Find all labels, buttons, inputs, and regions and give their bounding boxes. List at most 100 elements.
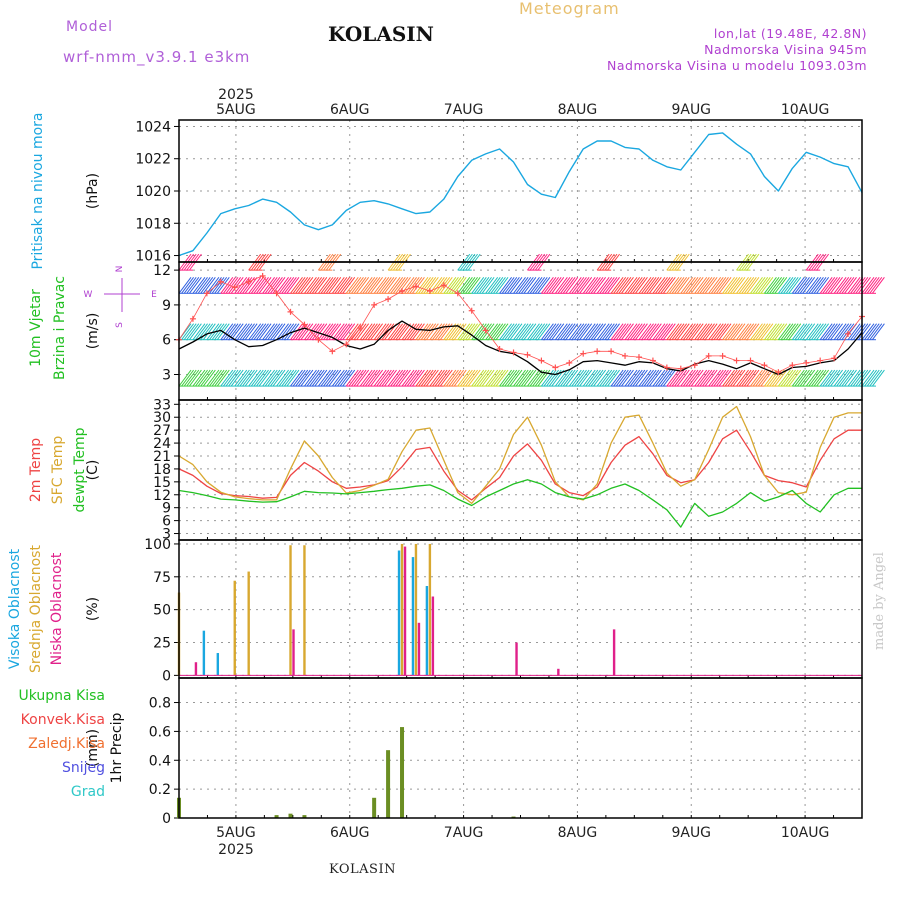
wind-barb-stroke bbox=[406, 323, 420, 340]
wind-barb-stroke bbox=[641, 277, 654, 294]
wind-barb-stroke bbox=[300, 277, 314, 294]
wind-barb-stroke bbox=[390, 369, 404, 387]
cloud-bar-srednja-oblacnost bbox=[233, 580, 236, 676]
wind-barb-stroke bbox=[225, 323, 239, 340]
wind-barb-stroke bbox=[270, 323, 283, 340]
wind-barb-stroke bbox=[406, 277, 420, 294]
wind-barb-stroke bbox=[495, 323, 509, 340]
wind-barb-stroke bbox=[766, 323, 780, 340]
wind-barb-stroke bbox=[317, 323, 331, 340]
wind-barb-stroke bbox=[290, 277, 303, 294]
wind-barb-stroke bbox=[811, 323, 824, 340]
wind-barb-stroke bbox=[181, 277, 195, 294]
wind-barb-stroke bbox=[453, 369, 467, 387]
wind-barb-stroke bbox=[311, 323, 325, 340]
wind-barb-stroke bbox=[562, 323, 576, 340]
wind-barb-stroke bbox=[339, 277, 353, 294]
wind-barb-stroke bbox=[652, 277, 666, 294]
wind-barb-stroke bbox=[866, 323, 880, 340]
compass-e-label: E bbox=[151, 290, 157, 300]
wind-barb-stroke bbox=[281, 323, 295, 340]
wind-barb-stroke bbox=[646, 369, 660, 387]
wind-barb-stroke bbox=[599, 369, 613, 387]
wind-barb-stroke bbox=[384, 369, 397, 387]
wind-barb-stroke bbox=[378, 277, 392, 294]
wind-barb-stroke bbox=[816, 369, 830, 387]
wind-barb-stroke bbox=[554, 277, 568, 294]
wind-barb-stroke bbox=[858, 323, 871, 340]
wind-barb-stroke bbox=[576, 277, 590, 294]
wind-barb-stroke bbox=[629, 323, 643, 340]
wind-barb-stroke bbox=[481, 323, 495, 340]
wind-barb-stroke bbox=[283, 277, 297, 294]
wind-barb-stroke bbox=[708, 323, 722, 340]
wind-barb-stroke bbox=[850, 369, 864, 387]
wind-barb-stroke bbox=[557, 277, 571, 294]
wind-barb-stroke bbox=[228, 369, 242, 387]
wind-barb-stroke bbox=[794, 369, 808, 387]
wind-barb-stroke bbox=[448, 369, 462, 387]
y-tick-label-temperature: 15 bbox=[153, 475, 171, 491]
wind-barb-stroke bbox=[643, 277, 657, 294]
wind-barb-stroke bbox=[629, 369, 643, 387]
x-tick-label-top: 5AUG bbox=[216, 102, 256, 118]
wind-barb-stroke bbox=[852, 323, 866, 340]
wind-barb-stroke bbox=[378, 369, 392, 387]
wind-barb-stroke bbox=[429, 323, 443, 340]
wind-barb-stroke bbox=[356, 277, 370, 294]
wind-barb-stroke bbox=[783, 277, 796, 294]
wind-barb-stroke bbox=[764, 323, 777, 340]
x-tick-label-bottom: 10AUG bbox=[781, 825, 830, 841]
wind-barb-stroke bbox=[392, 369, 406, 387]
wind-barb-stroke bbox=[195, 323, 208, 340]
wind-barb-stroke bbox=[520, 369, 534, 387]
wind-barb-stroke bbox=[710, 369, 724, 387]
wind-barb-stroke bbox=[646, 323, 660, 340]
series-line-temperature-dewpt-temp bbox=[178, 479, 862, 528]
precip-bar bbox=[386, 750, 391, 818]
wind-barb-stroke bbox=[236, 369, 250, 387]
wind-barb-stroke bbox=[220, 277, 234, 294]
wind-barb-stroke bbox=[757, 369, 771, 387]
wind-barb-stroke bbox=[722, 277, 736, 294]
wind-barb-stroke bbox=[648, 323, 662, 340]
wind-barb-stroke bbox=[209, 277, 222, 294]
wind-barb-stroke bbox=[774, 369, 788, 387]
wind-barb-stroke bbox=[551, 277, 565, 294]
wind-barb-stroke bbox=[223, 323, 236, 340]
wind-barb-stroke bbox=[434, 369, 448, 387]
wind-barb-stroke bbox=[467, 369, 481, 387]
wind-barb-stroke bbox=[710, 323, 724, 340]
wind-barb-stroke bbox=[256, 277, 269, 294]
wind-barb-stroke bbox=[624, 369, 638, 387]
wind-barb-stroke bbox=[258, 277, 272, 294]
compass-w-label: W bbox=[84, 290, 93, 300]
wind-barb-stroke bbox=[292, 277, 306, 294]
wind-barb-stroke bbox=[320, 369, 334, 387]
wind-barb-stroke bbox=[467, 323, 481, 340]
wind-barb-stroke bbox=[423, 277, 437, 294]
wind-barb-stroke bbox=[690, 369, 704, 387]
wind-barb-stroke bbox=[311, 369, 325, 387]
wind-barb-stroke bbox=[490, 323, 504, 340]
wind-barb-stroke bbox=[392, 277, 406, 294]
wind-barb-stroke bbox=[373, 369, 387, 387]
x-tick-label-top: 8AUG bbox=[558, 102, 598, 118]
wind-barb-stroke bbox=[822, 277, 836, 294]
wind-barb-stroke bbox=[264, 277, 278, 294]
wind-barb-stroke bbox=[202, 277, 216, 294]
wind-barb-stroke bbox=[412, 323, 425, 340]
wind-barb-stroke bbox=[337, 277, 350, 294]
temp-dewpoint-axis-title: dewpt Temp bbox=[72, 427, 88, 512]
wind-barb-stroke bbox=[186, 323, 200, 340]
wind-barb-stroke bbox=[499, 277, 512, 294]
product-title: Meteogram bbox=[519, 0, 620, 18]
wind-barb-stroke bbox=[202, 323, 216, 340]
wind-barb-stroke bbox=[515, 323, 529, 340]
wind-barb-stroke bbox=[632, 323, 646, 340]
wind-barb-stroke bbox=[339, 369, 353, 387]
wind-barb-stroke bbox=[615, 369, 629, 387]
wind-barb-stroke bbox=[543, 369, 557, 387]
wind-barb-stroke bbox=[797, 277, 810, 294]
